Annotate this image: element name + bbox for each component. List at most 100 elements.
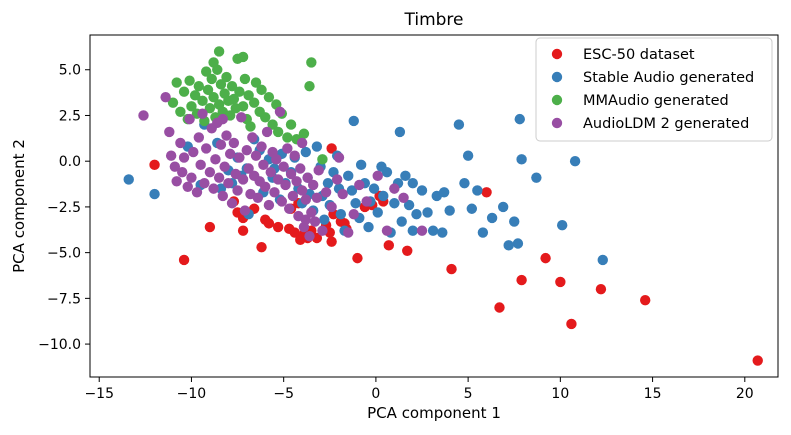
data-point [422,207,433,218]
data-point [208,183,219,194]
data-point [263,91,275,103]
data-point [459,177,470,189]
data-point [182,181,193,192]
data-point [326,143,337,154]
data-point [306,57,317,68]
data-point [284,203,295,214]
data-point [361,196,372,207]
data-point [234,86,245,97]
data-point [566,318,577,330]
data-point [239,205,251,216]
data-point [313,165,324,176]
data-point [217,113,228,125]
data-point [556,220,568,231]
data-point [494,302,505,313]
legend: ESC-50 dataset Stable Audio generated MMAu… [535,37,773,142]
data-point [260,181,271,192]
data-point [555,276,566,288]
data-point [258,159,269,171]
y-tick-label: 5.0 [59,63,81,79]
data-point [210,154,221,165]
data-point [206,73,217,85]
data-point [453,119,465,130]
data-point [184,113,195,125]
data-point [178,254,190,266]
data-point [237,51,249,63]
data-point [298,128,310,139]
data-point [232,185,243,196]
data-point [213,46,225,57]
data-point [247,132,258,143]
data-point [237,101,249,112]
y-tick-label: 0.0 [59,154,81,170]
y-tick-label: −5.0 [47,246,81,262]
data-point [178,152,190,163]
data-point [302,172,313,183]
data-points [123,46,763,366]
y-tick-label: −2.5 [47,200,81,216]
data-point [250,150,262,161]
data-point [514,113,525,125]
data-point [263,199,275,211]
data-point [304,230,315,242]
data-point [326,236,337,247]
legend-label: Stable Audio generated [583,70,754,86]
data-point [175,137,186,149]
data-point [224,148,236,160]
data-point [372,170,383,182]
legend-label: MMAudio generated [583,93,729,109]
legend-marker [551,48,563,60]
data-point [320,187,332,198]
data-point [282,143,293,154]
data-point [497,201,509,213]
x-tick-label: 5 [464,386,473,402]
data-point [261,126,273,138]
data-point [197,95,208,107]
data-point [201,66,212,77]
data-point [215,139,227,150]
data-point [348,209,359,220]
data-point [311,141,323,152]
data-point [197,108,208,119]
series-2-points [167,46,328,165]
data-point [509,216,520,227]
data-point [462,150,474,161]
x-tick-label: −15 [84,386,114,402]
data-point [230,168,241,180]
data-point [256,141,267,152]
data-point [188,146,199,158]
data-point [416,185,428,196]
data-point [540,252,551,264]
data-point [363,221,374,233]
data-point [307,179,319,191]
data-point [300,146,312,158]
data-point [167,97,179,108]
data-point [248,97,260,108]
legend-label: AudioLDM 2 generated [583,116,749,132]
data-point [186,101,197,112]
data-point [177,166,188,178]
data-point [394,126,406,138]
data-point [333,152,345,163]
data-point [403,199,415,211]
y-axis-ticks: −10.0 −7.5 −5.0 −2.5 0.0 2.5 5.0 [38,63,90,353]
data-point [219,161,230,172]
data-point [331,174,343,185]
data-point [274,106,286,118]
legend-box [535,37,773,142]
data-point [243,90,254,101]
data-point [221,71,232,83]
data-point [503,240,514,251]
data-point [256,241,267,253]
data-point [260,112,271,123]
data-point [276,196,288,207]
data-point [186,172,197,183]
data-point [289,227,300,238]
data-point [195,159,206,171]
data-point [202,84,214,96]
data-point [215,79,227,90]
data-point [569,155,581,167]
data-point [427,225,439,236]
y-tick-label: −10.0 [38,337,81,353]
data-point [201,143,212,154]
